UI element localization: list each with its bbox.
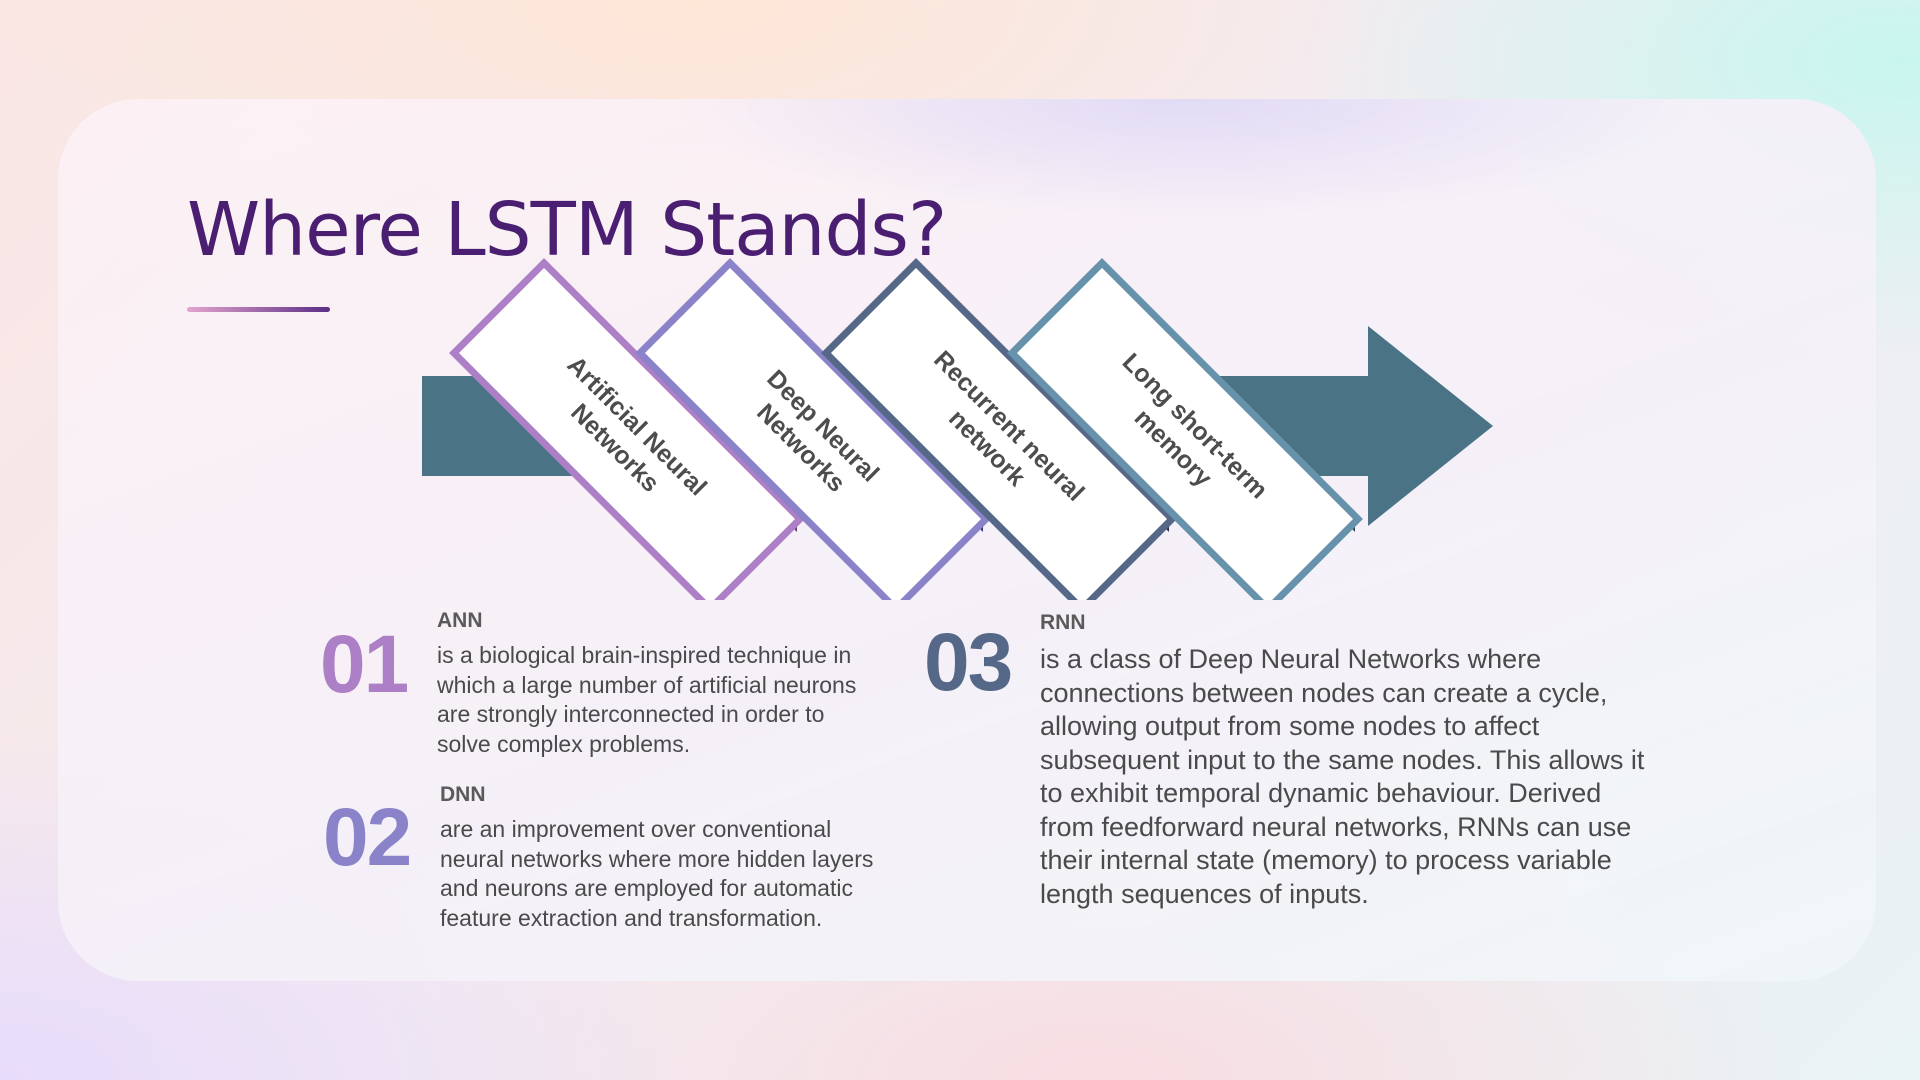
item-number-02: 02 <box>323 792 412 883</box>
title-underline <box>187 307 330 312</box>
stage-card-3: Recurrent neuralnetwork <box>821 258 1177 600</box>
slide-title: Where LSTM Stands? <box>187 187 947 273</box>
item-description-rnn: is a class of Deep Neural Networks where… <box>1040 644 1645 909</box>
stage-card-box <box>821 258 1177 600</box>
stage-card-box <box>449 258 805 600</box>
stage-card-1: Artificial NeuralNetworks <box>449 258 805 600</box>
stage-card-box <box>1007 258 1363 600</box>
stage-labels: Artificial NeuralNetworks Deep NeuralNetw… <box>449 258 1363 600</box>
stage-card-4: Long short-termmemory <box>1007 258 1363 600</box>
item-heading-dnn: DNN <box>440 783 486 806</box>
item-heading-rnn: RNN <box>1040 611 1086 634</box>
item-description-dnn: are an improvement over conventional neu… <box>440 816 874 931</box>
lstm-timeline-diagram: Artificial NeuralNetworks Deep NeuralNetw… <box>422 258 1493 600</box>
item-number-01: 01 <box>320 619 409 710</box>
item-heading-ann: ANN <box>437 609 483 632</box>
stage-card-2: Deep NeuralNetworks <box>635 258 991 600</box>
item-number-03: 03 <box>924 617 1013 708</box>
stage-card-box <box>635 258 991 600</box>
item-description-ann: is a biological brain-inspired technique… <box>437 642 857 757</box>
